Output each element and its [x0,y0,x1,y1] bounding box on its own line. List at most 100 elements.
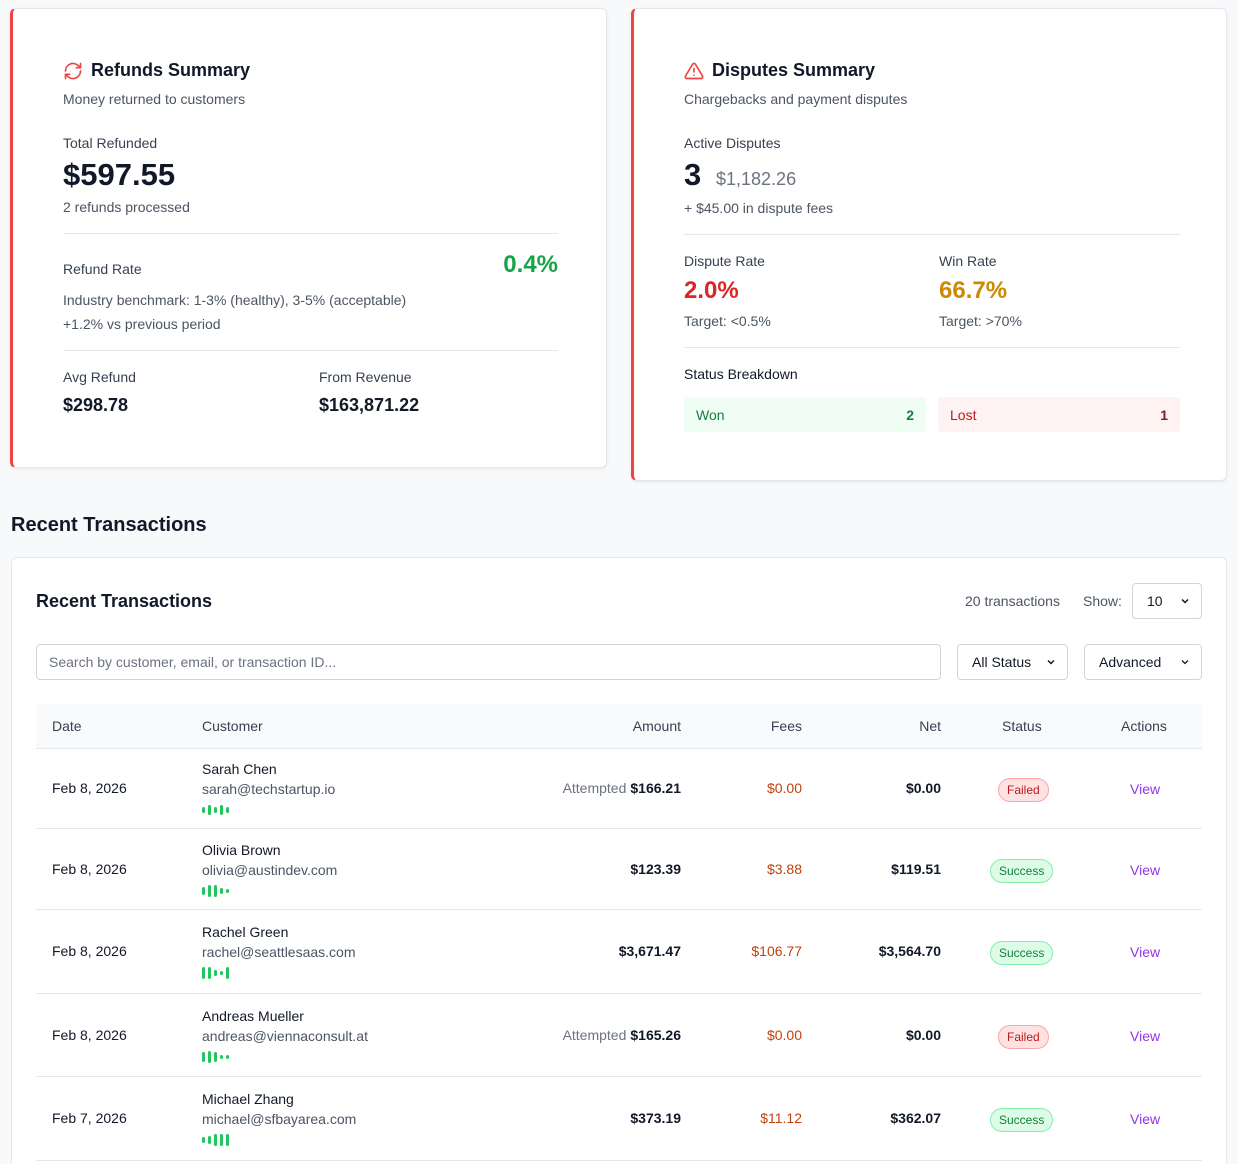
amount-prefix: Attempted [562,780,627,796]
lost-pill: Lost 1 [938,397,1180,432]
status-badge: Success [990,941,1054,965]
column-header-fees[interactable]: Fees [770,718,802,734]
table-row[interactable]: Feb 8, 2026 Rachel Green rachel@seattlesaa… [36,910,1202,994]
view-link[interactable]: View [1130,862,1161,878]
view-link[interactable]: View [1130,944,1161,960]
signal-bar [226,967,229,979]
column-header-status[interactable]: Status [1002,718,1042,734]
from-revenue-value: $163,871.22 [319,395,420,415]
refund-rate-value: 0.4% [503,251,558,278]
column-header-actions: Actions [1121,718,1167,734]
status-badge: Failed [998,778,1049,802]
refunds-title: Refunds Summary [63,60,250,81]
column-header-amount[interactable]: Amount [632,718,681,734]
view-link[interactable]: View [1130,1111,1161,1127]
table-header: Date Customer Amount Fees Net Status Act… [36,704,1202,749]
refunds-title-text: Refunds Summary [91,60,251,80]
status-badge: Failed [998,1025,1049,1049]
amount-cell: Attempted $165.26 [563,1027,681,1043]
column-header-date[interactable]: Date [52,718,82,734]
active-disputes-amount: $1,182.26 [716,169,797,189]
amount-prefix: Attempted [562,1027,627,1043]
signal-bar [226,1055,229,1059]
status-badge: Success [990,1108,1054,1132]
status-badge: Success [990,859,1054,883]
search-input[interactable] [36,644,941,680]
disputes-title-text: Disputes Summary [712,60,876,80]
signal-bar [202,1137,205,1143]
customer-email: sarah@techstartup.io [202,781,336,797]
refund-benchmark: Industry benchmark: 1-3% (healthy), 3-5%… [63,292,407,308]
refunds-subtitle: Money returned to customers [63,91,246,107]
disputes-subtitle: Chargebacks and payment disputes [684,91,908,107]
section-title: Recent Transactions [11,514,207,536]
risk-signal-bars [202,884,229,898]
refund-rate-label: Refund Rate [63,261,142,277]
win-rate-value: 66.7% [939,277,1008,304]
advanced-label: Advanced [1099,654,1162,670]
table-row[interactable]: Feb 8, 2026 Andreas Mueller andreas@vienna… [36,994,1202,1077]
customer-name: Olivia Brown [202,842,281,858]
status-filter-select[interactable]: All Status [957,644,1068,680]
date-cell: Feb 8, 2026 [52,780,127,796]
total-refunded-label: Total Refunded [63,135,158,151]
view-link[interactable]: View [1130,781,1161,797]
signal-bar [220,805,223,815]
disputes-title: Disputes Summary [684,60,875,81]
dispute-rate-target: Target: <0.5% [684,313,771,329]
amount-cell: $373.19 [626,1110,681,1126]
show-label: Show: [1083,593,1122,609]
won-label: Won [696,406,725,423]
signal-bar [220,1055,223,1059]
advanced-button[interactable]: Advanced [1084,644,1202,680]
date-cell: Feb 8, 2026 [52,943,127,959]
amount-value: $123.39 [630,861,681,877]
lost-label: Lost [950,406,977,423]
disputes-summary-card: Disputes Summary Chargebacks and payment… [631,8,1227,481]
customer-name: Rachel Green [202,924,289,940]
divider [684,347,1180,348]
amount-cell: $3,671.47 [615,943,681,959]
date-cell: Feb 8, 2026 [52,1027,127,1043]
table-row[interactable]: Feb 7, 2026 Michael Zhang michael@sfbayare… [36,1077,1202,1161]
transactions-card: Recent Transactions 20 transactions Show… [11,557,1227,1164]
refresh-icon [64,62,82,79]
signal-bar [202,1052,205,1062]
amount-value: $373.19 [630,1110,681,1126]
warning-triangle-icon [684,62,704,79]
chevron-down-icon [1181,598,1189,604]
column-header-customer[interactable]: Customer [202,718,263,734]
date-cell: Feb 8, 2026 [52,861,127,877]
net-cell: $0.00 [905,780,941,796]
table-row[interactable]: Feb 8, 2026 Olivia Brown olivia@austindev.… [36,829,1202,910]
signal-bar [208,885,211,897]
signal-bar [214,970,217,976]
column-header-net[interactable]: Net [919,718,941,734]
refunds-processed: 2 refunds processed [63,199,190,215]
signal-bar [220,971,223,975]
avg-refund-label: Avg Refund [63,369,136,385]
amount-value: $165.26 [630,1027,681,1043]
fees-cell: $106.77 [751,943,802,959]
refund-vs-previous: +1.2% vs previous period [63,316,221,332]
win-rate-label: Win Rate [939,253,997,269]
customer-email: rachel@seattlesaas.com [202,944,356,960]
chevron-down-icon [1047,659,1055,665]
customer-email: andreas@viennaconsult.at [202,1028,368,1044]
fees-cell: $11.12 [760,1110,802,1126]
signal-bar [226,889,229,893]
signal-bar [208,967,211,979]
won-count: 2 [906,406,914,423]
page-size-select[interactable]: 10 [1132,583,1202,619]
view-link[interactable]: View [1130,1028,1161,1044]
fees-cell: $0.00 [766,1027,802,1043]
chevron-down-icon [1181,660,1189,665]
table-row[interactable]: Feb 8, 2026 Sarah Chen sarah@techstartup.i… [36,749,1202,829]
fees-cell: $0.00 [766,780,802,796]
signal-bar [202,807,205,813]
transactions-title: Recent Transactions [36,591,213,611]
net-cell: $0.00 [905,1027,941,1043]
status-breakdown-label: Status Breakdown [684,366,798,382]
active-disputes-label: Active Disputes [684,135,781,151]
net-cell: $362.07 [890,1110,941,1126]
